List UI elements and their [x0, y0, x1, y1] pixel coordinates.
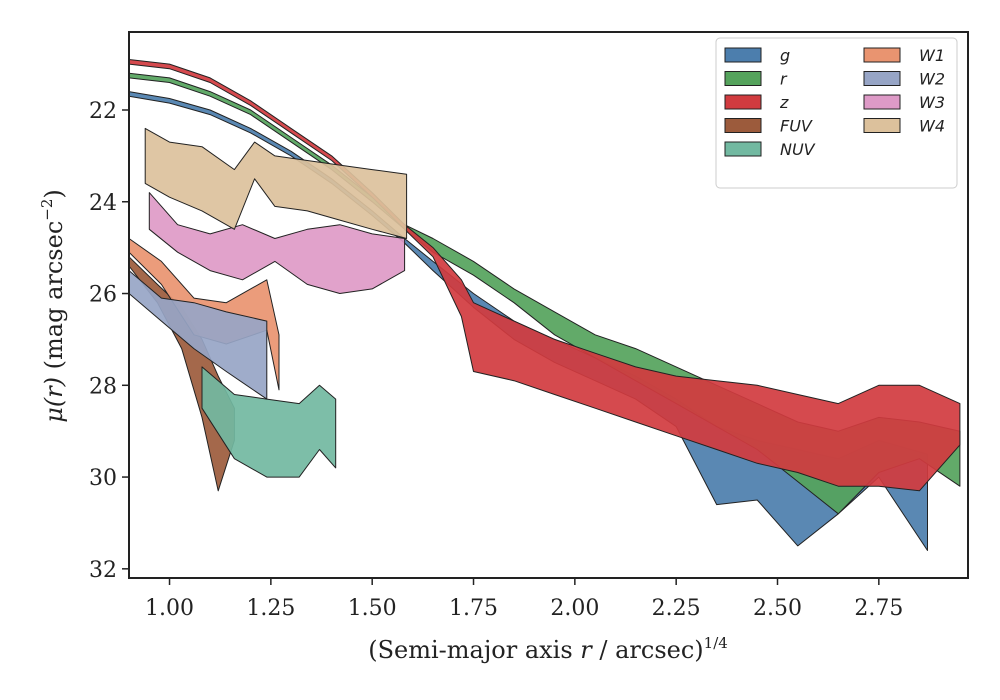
legend-swatch-w3	[863, 94, 901, 110]
plot-frame	[128, 31, 969, 579]
legend-swatch-g	[724, 47, 762, 63]
legend-label-r: r	[780, 70, 788, 89]
legend: grz FUV NUV W1 W2 W3 W4	[715, 37, 958, 189]
legend-label-w3: W3	[919, 93, 945, 112]
legend-swatch-z	[724, 94, 762, 110]
series-band-w3	[148, 192, 406, 294]
legend-swatch-w2	[863, 71, 901, 86]
x-tick-label: 1.25	[246, 596, 295, 621]
y-tick-label: 26	[89, 283, 117, 308]
x-tick-label: 2.50	[753, 596, 802, 621]
legend-swatch-w1	[863, 47, 901, 63]
legend-swatch-nuv	[724, 141, 762, 157]
y-axis: 22 24 26 28 30 32	[89, 99, 129, 583]
legend-swatch-fuv	[724, 118, 762, 133]
series-layer	[128, 59, 961, 551]
x-tick-label: 2.75	[854, 596, 903, 621]
y-axis-label: μ(r) (mag arcsec−2)	[38, 189, 68, 423]
x-tick-label: 1.50	[348, 596, 397, 621]
x-tick-label: 1.00	[145, 596, 194, 621]
legend-swatch-r	[724, 71, 762, 86]
legend-label-w4: W4	[919, 117, 945, 136]
y-tick-label: 32	[89, 558, 117, 583]
series-band-w2	[128, 270, 268, 400]
legend-label-w2: W2	[919, 70, 945, 89]
y-tick-label: 24	[89, 191, 117, 216]
y-tick-label: 28	[89, 374, 117, 399]
series-band-w4	[144, 127, 408, 239]
x-axis-label: (Semi-major axis r / arcsec)1/4	[368, 634, 728, 664]
x-tick-label: 2.00	[550, 596, 599, 621]
legend-label-z: z	[779, 93, 789, 112]
legend-label-w1: W1	[919, 46, 945, 65]
y-tick-label: 30	[89, 466, 117, 491]
legend-label-nuv: NUV	[780, 140, 816, 159]
legend-label-fuv: FUV	[780, 117, 813, 136]
x-tick-label: 2.25	[652, 596, 701, 621]
legend-swatch-w4	[863, 118, 901, 133]
x-axis: 1.00 1.25 1.50 1.75 2.00 2.25 2.50 2.75	[145, 578, 903, 621]
legend-label-g: g	[780, 46, 790, 65]
x-tick-label: 1.75	[449, 596, 498, 621]
y-tick-label: 22	[89, 99, 117, 124]
